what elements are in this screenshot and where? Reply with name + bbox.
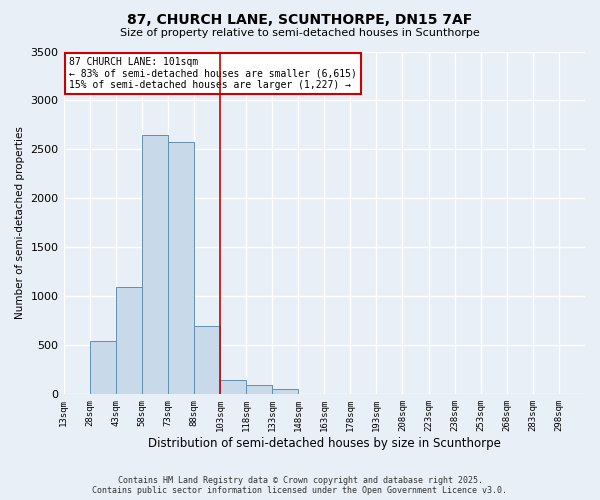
Bar <box>220 380 246 394</box>
Bar <box>246 384 272 394</box>
Text: 87 CHURCH LANE: 101sqm
← 83% of semi-detached houses are smaller (6,615)
15% of : 87 CHURCH LANE: 101sqm ← 83% of semi-det… <box>69 56 356 90</box>
Bar <box>89 342 116 394</box>
Y-axis label: Number of semi-detached properties: Number of semi-detached properties <box>15 126 25 320</box>
Text: 87, CHURCH LANE, SCUNTHORPE, DN15 7AF: 87, CHURCH LANE, SCUNTHORPE, DN15 7AF <box>127 12 473 26</box>
X-axis label: Distribution of semi-detached houses by size in Scunthorpe: Distribution of semi-detached houses by … <box>148 437 501 450</box>
Bar <box>116 286 142 395</box>
Bar <box>272 390 298 394</box>
Text: Size of property relative to semi-detached houses in Scunthorpe: Size of property relative to semi-detach… <box>120 28 480 38</box>
Text: Contains HM Land Registry data © Crown copyright and database right 2025.
Contai: Contains HM Land Registry data © Crown c… <box>92 476 508 495</box>
Bar <box>142 135 168 394</box>
Bar <box>168 142 194 394</box>
Bar <box>194 326 220 394</box>
